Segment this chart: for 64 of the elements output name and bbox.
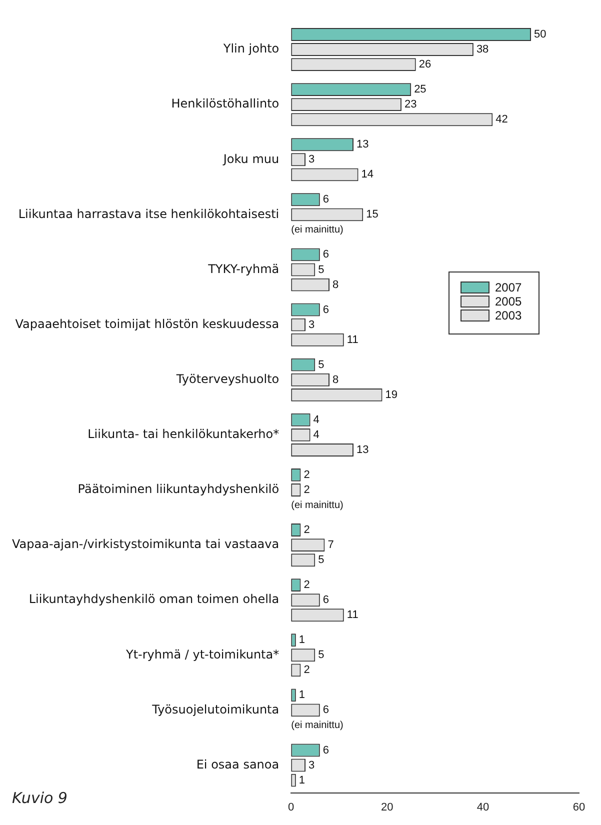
legend-label: 2003 (495, 308, 522, 322)
data-label: 2 (304, 664, 310, 676)
y-tick-label: Liikuntaa harrastava itse henkilökohtaisesti (18, 206, 280, 221)
data-label: 2 (304, 484, 310, 496)
y-tick-label: Ylin johto (222, 42, 280, 56)
data-label: 13 (356, 444, 369, 456)
data-label: 6 (322, 594, 330, 606)
x-tick-label: 0 (288, 801, 294, 814)
x-tick-label: 40 (476, 801, 490, 814)
data-label: 1 (298, 689, 306, 702)
data-label: 50 (534, 28, 546, 41)
legend-label: 2007 (495, 280, 522, 294)
y-tick-label: TYKY-ryhmä (207, 262, 280, 276)
y-tick-label: Vapaaehtoiset toimijat hlöstön keskuudessa (15, 316, 280, 331)
data-label: 3 (308, 154, 315, 166)
data-label: 2 (304, 468, 310, 481)
data-label: 38 (476, 44, 489, 56)
data-label: 6 (322, 744, 330, 756)
data-label: 5 (318, 649, 324, 662)
y-tick-label: Joku muu (222, 152, 280, 166)
data-label: 8 (332, 374, 339, 386)
data-label: 26 (418, 58, 432, 71)
data-label: 4 (313, 414, 320, 426)
data-label: 19 (385, 388, 398, 401)
data-label: 23 (404, 98, 417, 111)
data-label: 11 (346, 609, 358, 622)
data-label: 2 (304, 579, 310, 592)
y-tick-label: Päätoiminen liikuntayhdyshenkilö (78, 482, 280, 496)
data-label: 6 (322, 304, 330, 316)
legend-label: 2005 (495, 294, 522, 308)
data-label: 3 (308, 318, 315, 331)
annotation: (ei mainittu) (291, 720, 344, 732)
data-label: 14 (361, 168, 374, 181)
annotation: (ei mainittu) (291, 224, 344, 236)
data-label: 3 (308, 759, 315, 772)
data-label: 6 (322, 704, 330, 716)
data-label: 8 (332, 278, 339, 291)
data-label: 5 (318, 264, 324, 276)
data-label: 11 (346, 334, 358, 346)
data-label: 13 (356, 138, 369, 151)
y-tick-label: Työsuojelutoimikunta (151, 702, 280, 716)
data-label: 6 (322, 248, 330, 261)
data-label: 5 (318, 554, 324, 566)
y-tick-label: Työterveyshuolto (175, 372, 280, 386)
y-tick-label: Liikunta- tai henkilökuntakerho* (88, 427, 280, 442)
y-tick-label: Henkilöstöhallinto (171, 96, 280, 111)
data-label: 7 (328, 539, 334, 552)
data-label: 4 (313, 428, 320, 441)
data-label: 1 (298, 634, 306, 646)
y-tick-label: Yt-ryhmä / yt-toimikunta* (124, 647, 280, 662)
annotation: (ei mainittu) (291, 500, 344, 511)
y-tick-label: Ei osaa sanoa (196, 757, 280, 772)
data-label: 25 (414, 84, 426, 96)
data-label: 5 (318, 358, 324, 371)
x-tick-label: 20 (380, 801, 394, 814)
data-label: 6 (322, 194, 330, 206)
data-label: 42 (496, 114, 508, 126)
data-label: 1 (298, 774, 306, 786)
y-tick-label: Vapaa-ajan-/virkistystoimikunta tai vastaava (12, 537, 280, 552)
data-label: 2 (304, 524, 310, 536)
y-tick-label: Liikuntayhdyshenkilö oman toimen ohella (28, 592, 280, 606)
data-label: 15 (366, 208, 378, 221)
text: Kuvio 9 (12, 789, 68, 807)
x-tick-label: 60 (572, 801, 586, 814)
